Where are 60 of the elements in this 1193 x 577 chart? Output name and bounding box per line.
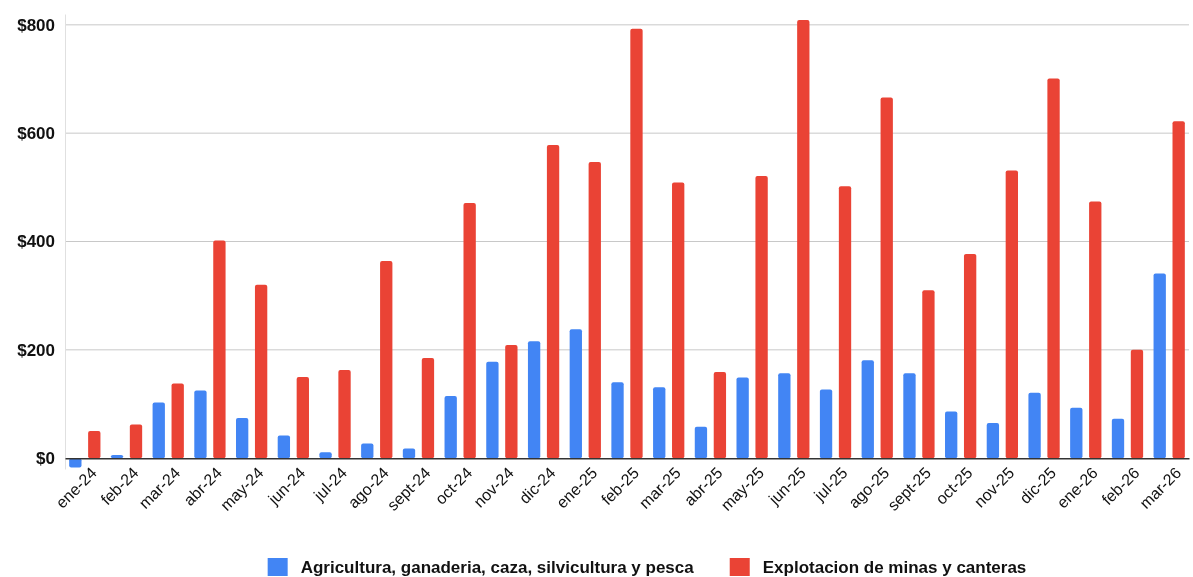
legend-label: Explotacion de minas y canteras xyxy=(762,558,1027,577)
bar xyxy=(838,186,852,459)
bar xyxy=(755,175,768,459)
bar xyxy=(694,426,708,459)
bar xyxy=(672,182,685,459)
bar xyxy=(819,389,833,459)
bar xyxy=(402,448,416,459)
bar xyxy=(236,418,249,459)
bar xyxy=(861,360,874,459)
bar xyxy=(296,376,309,459)
bar xyxy=(903,373,916,459)
bar xyxy=(486,361,499,459)
y-tick-label: $0 xyxy=(36,449,55,469)
bar xyxy=(277,435,291,459)
y-tick-label: $200 xyxy=(17,340,55,360)
bar xyxy=(319,452,332,459)
bar xyxy=(880,97,893,459)
bar xyxy=(88,431,101,459)
bar xyxy=(778,373,791,459)
bar xyxy=(338,369,351,459)
bar xyxy=(1172,121,1185,459)
bar xyxy=(611,382,624,459)
bar xyxy=(1047,78,1060,459)
bar xyxy=(986,422,1000,459)
bar xyxy=(569,329,582,459)
bar xyxy=(1089,201,1102,459)
bar xyxy=(527,341,541,459)
bar xyxy=(171,383,184,459)
y-tick-label: $800 xyxy=(17,15,55,35)
bar xyxy=(1111,418,1125,459)
bar xyxy=(1005,170,1018,459)
bar xyxy=(463,203,476,459)
bar xyxy=(1070,407,1083,459)
bar xyxy=(444,395,457,459)
bar xyxy=(546,145,560,459)
bar xyxy=(110,454,124,459)
bar xyxy=(963,253,977,459)
legend-label: Agricultura, ganaderia, caza, silvicultura y pesca xyxy=(300,558,695,577)
bar xyxy=(152,402,165,459)
bar xyxy=(505,344,518,459)
bar xyxy=(630,28,643,459)
bar xyxy=(1153,273,1166,459)
y-tick-label: $400 xyxy=(17,232,55,252)
bar xyxy=(254,284,268,459)
bar xyxy=(922,290,935,459)
bar xyxy=(129,424,143,459)
bar xyxy=(213,240,226,459)
bar xyxy=(380,261,393,459)
bar xyxy=(588,161,601,459)
bar xyxy=(713,372,727,459)
bar xyxy=(361,443,374,459)
bar xyxy=(797,19,810,459)
bar xyxy=(945,411,958,459)
bar xyxy=(653,387,666,459)
bar xyxy=(194,390,207,459)
bar xyxy=(1130,349,1144,459)
y-tick-label: $600 xyxy=(17,124,55,144)
bar xyxy=(1028,392,1041,459)
bar xyxy=(421,357,435,459)
bar xyxy=(736,377,749,459)
